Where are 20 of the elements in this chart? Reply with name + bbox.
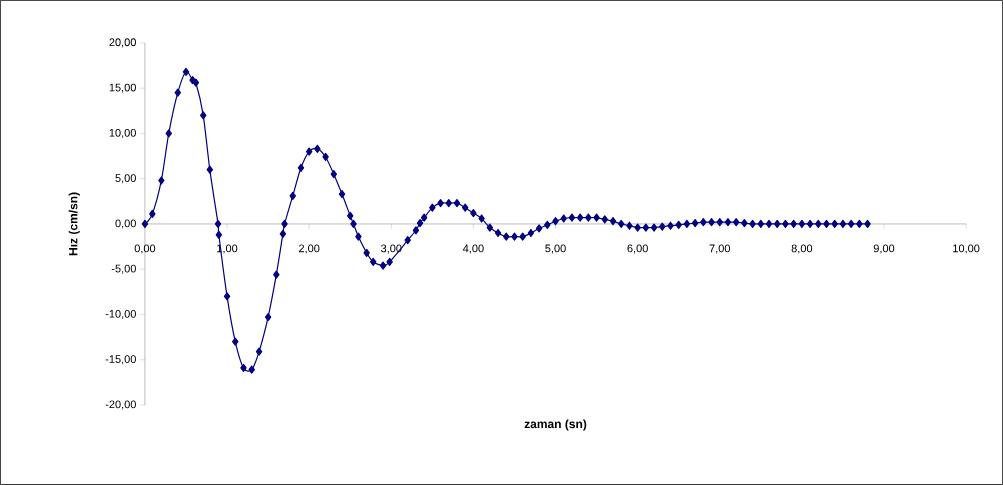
y-tick-label: -20,00 <box>105 400 136 410</box>
x-tick-label: 7,00 <box>709 244 731 254</box>
y-tick-label: 5,00 <box>115 174 136 184</box>
y-tick-label: -5,00 <box>111 264 136 274</box>
x-tick-label: 9,00 <box>873 244 895 254</box>
y-tick-label: -15,00 <box>105 355 136 365</box>
y-tick-label: 10,00 <box>109 128 136 139</box>
y-tick-label: 15,00 <box>109 83 136 93</box>
x-tick-label: 0,00 <box>134 244 156 254</box>
x-tick-label: 5,00 <box>545 244 566 254</box>
x-tick-label: 4,00 <box>462 244 484 254</box>
x-tick-label: 10,00 <box>953 244 980 254</box>
y-axis-title: Hız (cm/sn) <box>68 192 80 256</box>
y-tick-label: 0,00 <box>115 219 136 229</box>
x-axis-title: zaman (sn) <box>524 419 587 431</box>
x-tick-label: 2,00 <box>299 244 320 254</box>
y-tick-label: -10,00 <box>105 309 136 320</box>
x-tick-label: 6,00 <box>627 244 648 254</box>
x-tick-label: 8,00 <box>791 244 813 254</box>
y-tick-label: 20,00 <box>109 38 136 48</box>
